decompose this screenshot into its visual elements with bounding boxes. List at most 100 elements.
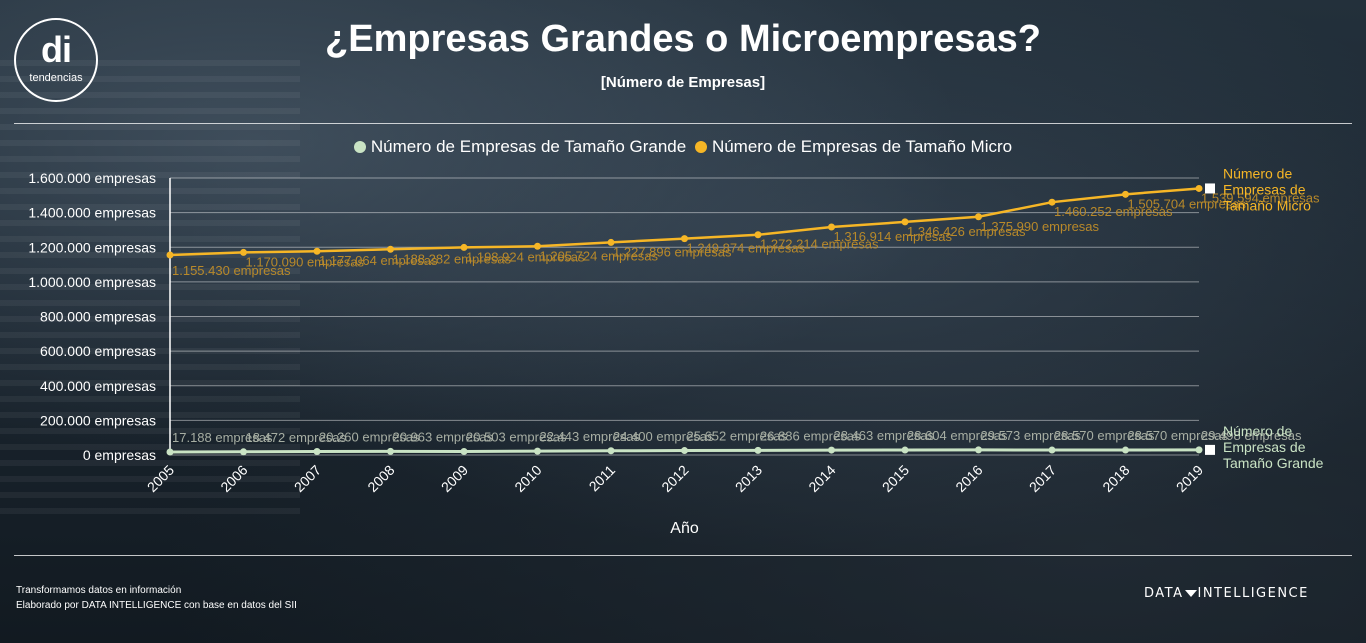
- data-point: [1048, 198, 1056, 206]
- data-label: 1.198.924 empresas: [466, 249, 585, 264]
- y-tick-label: 1.200.000 empresas: [28, 239, 156, 255]
- data-label: 28.570 empresas: [1054, 428, 1155, 443]
- bottom-divider: [14, 555, 1352, 556]
- y-tick-label: 0 empresas: [83, 447, 156, 463]
- chart-legend: Número de Empresas de Tamaño Grande Núme…: [0, 137, 1366, 158]
- series-end-label: Número de: [1223, 423, 1292, 439]
- data-point: [387, 245, 394, 253]
- data-label: 1.177.064 empresas: [319, 253, 438, 268]
- data-label: 29.573 empresas: [981, 428, 1082, 443]
- legend-label-micro: Número de Empresas de Tamaño Micro: [711, 137, 1013, 156]
- logo-text: tendencias: [29, 72, 83, 84]
- data-point: [754, 446, 762, 454]
- series-end-label: Tamaño Micro: [1223, 197, 1311, 213]
- data-point: [681, 447, 688, 455]
- data-point: [607, 447, 615, 455]
- y-tick-label: 600.000 empresas: [40, 343, 156, 359]
- x-tick-label: 2006: [217, 462, 250, 495]
- data-label: 17.188 empresas: [172, 430, 273, 445]
- data-label: 24.400 empresas: [613, 429, 714, 444]
- legend-item-grande[interactable]: Número de Empresas de Tamaño Grande: [353, 137, 687, 157]
- data-label: 22.443 empresas: [540, 429, 641, 444]
- data-label: 28.463 empresas: [834, 428, 935, 443]
- x-tick-label: 2016: [952, 462, 985, 495]
- data-point: [534, 242, 541, 250]
- x-axis-label: Año: [670, 520, 699, 537]
- chart-title: ¿Empresas Grandes o Microempresas?: [325, 18, 1041, 60]
- x-tick-label: 2005: [144, 462, 177, 495]
- brand-right: INTELLIGENCE: [1197, 586, 1309, 601]
- data-label: 1.539.594 empresas: [1201, 190, 1320, 205]
- data-point: [1195, 446, 1203, 454]
- series-end-marker: [1205, 444, 1215, 455]
- x-tick-label: 2011: [586, 462, 619, 495]
- data-label: 28.604 empresas: [907, 428, 1008, 443]
- series-end-label: Empresas de: [1223, 439, 1306, 455]
- top-divider: [14, 123, 1352, 124]
- data-label: 28.570 empresas: [1128, 428, 1229, 443]
- data-point: [901, 446, 909, 454]
- data-point: [534, 447, 541, 455]
- data-point: [754, 231, 762, 239]
- data-point: [828, 223, 835, 231]
- data-label: 26.886 empresas: [760, 428, 861, 443]
- x-tick-label: 2010: [511, 462, 544, 495]
- x-tick-label: 2019: [1173, 462, 1206, 495]
- data-point: [681, 235, 688, 243]
- series-end-label: Empresas de: [1223, 181, 1306, 197]
- data-label: 1.460.252 empresas: [1054, 204, 1173, 219]
- data-point: [313, 447, 321, 455]
- footer-line-2: Elaborado por DATA INTELLIGENCE con base…: [16, 600, 297, 611]
- data-label: 1.227.896 empresas: [613, 244, 732, 259]
- data-point: [1195, 184, 1203, 192]
- data-label: 1.155.430 empresas: [172, 263, 291, 278]
- data-point: [1122, 190, 1129, 198]
- data-point: [901, 218, 909, 226]
- data-point: [607, 238, 615, 246]
- x-tick-label: 2009: [438, 462, 471, 495]
- x-tick-label: 2018: [1099, 462, 1132, 495]
- data-point: [313, 247, 321, 255]
- data-label: 18.472 empresas: [246, 430, 347, 445]
- legend-label-grande: Número de Empresas de Tamaño Grande: [370, 137, 687, 156]
- data-point: [828, 446, 835, 454]
- data-label: 29.498 empresas: [1201, 428, 1302, 443]
- data-label: 1.505.704 empresas: [1128, 196, 1247, 211]
- y-tick-label: 200.000 empresas: [40, 412, 156, 428]
- data-label: 1.316.914 empresas: [834, 229, 953, 244]
- series-end-label: Número de: [1223, 165, 1292, 181]
- x-tick-label: 2015: [879, 462, 912, 495]
- data-label: 1.375.990 empresas: [981, 219, 1100, 234]
- logo-mark: di: [41, 29, 72, 70]
- data-label: 1.249.874 empresas: [687, 241, 806, 256]
- x-tick-label: 2008: [364, 462, 397, 495]
- x-tick-label: 2014: [805, 462, 838, 495]
- hourglass-icon: [1184, 590, 1197, 597]
- y-tick-label: 400.000 empresas: [40, 378, 156, 394]
- data-label: 1.346.426 empresas: [907, 224, 1026, 239]
- y-tick-label: 1.400.000 empresas: [28, 205, 156, 221]
- data-point: [975, 446, 982, 454]
- di-tendencias-logo: di tendencias: [14, 18, 98, 102]
- legend-marker-micro-icon: [694, 141, 707, 153]
- data-point: [1122, 446, 1129, 454]
- data-point: [975, 213, 982, 221]
- data-point: [460, 243, 468, 251]
- data-point: [387, 447, 394, 455]
- legend-item-micro[interactable]: Número de Empresas de Tamaño Micro: [694, 137, 1013, 157]
- y-tick-label: 800.000 empresas: [40, 309, 156, 325]
- data-intelligence-brand: DATA INTELLIGENCE: [1144, 586, 1309, 601]
- data-label: 1.205.724 empresas: [540, 248, 659, 263]
- data-label: 20.963 empresas: [393, 429, 494, 444]
- chart-subtitle: [Número de Empresas]: [600, 74, 766, 91]
- x-tick-label: 2012: [658, 462, 691, 495]
- data-label: 1.188.282 empresas: [393, 251, 512, 266]
- series-end-marker: [1205, 183, 1215, 194]
- footer-line-1: Transformamos datos en información: [16, 585, 182, 596]
- data-point: [460, 447, 468, 455]
- series-end-label: Tamaño Grande: [1223, 455, 1324, 471]
- x-tick-label: 2013: [732, 462, 765, 495]
- data-point: [1048, 446, 1056, 454]
- data-label: 1.272.214 empresas: [760, 237, 879, 252]
